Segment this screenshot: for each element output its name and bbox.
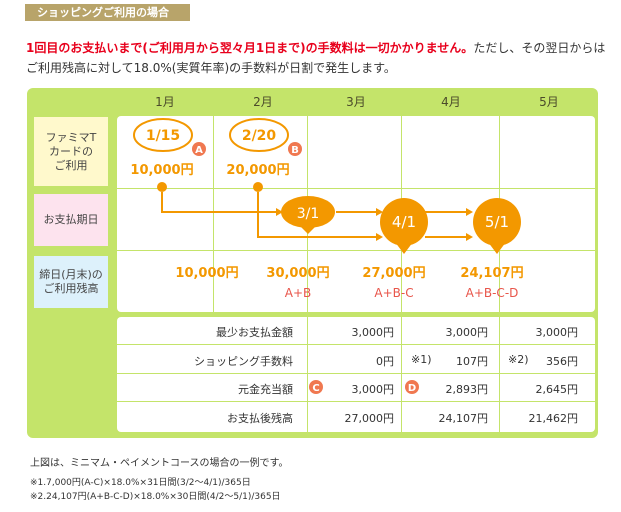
tag-badge-letter: B	[291, 145, 299, 156]
table-cell: 107円	[456, 355, 488, 368]
footnote-ref: ※1)	[411, 353, 432, 366]
table-row-label: お支払後残高	[227, 412, 293, 425]
payment-bubble	[380, 198, 428, 246]
row-label-usage: ファミマT カードの ご利用	[34, 117, 108, 186]
table-divider	[117, 373, 595, 374]
balance-amount: 10,000円	[175, 266, 238, 281]
table-cell: 356円	[546, 355, 578, 368]
row-label-balance: 締日(月末)の ご利用残高	[34, 256, 108, 308]
table-row-label: 最少お支払金額	[216, 326, 293, 339]
payment-date: 5/1	[485, 213, 509, 231]
balance-amount: 30,000円	[266, 266, 329, 281]
payment-bubble	[281, 196, 335, 228]
note-text: ※2.24,107円(A+B-C-D)×18.0%×30日間(4/2〜5/1)/…	[30, 492, 281, 502]
table-cell: 3,000円	[445, 326, 489, 339]
arrow-heads	[276, 208, 473, 241]
row-label-payment-date: お支払期日	[34, 194, 108, 246]
tag-badge	[288, 142, 302, 156]
grid-line	[117, 188, 595, 189]
table-divider	[401, 317, 402, 432]
table-cell: 27,000円	[344, 412, 395, 425]
month-label: 1月	[155, 95, 175, 109]
tag-badge-letter: D	[408, 383, 416, 394]
intro-highlight: 1回目のお支払いまで(ご利用月から翌々月1日まで)の手数料は一切かかりません。	[26, 41, 474, 55]
payment-date: 3/1	[297, 206, 320, 222]
table-cell: 3,000円	[535, 326, 579, 339]
table-cell: 3,000円	[351, 383, 395, 396]
usage-date: 1/15	[146, 128, 180, 144]
payment-table	[117, 317, 595, 432]
grid-line	[117, 250, 595, 251]
table-cell: 0円	[376, 355, 394, 368]
table-divider	[499, 317, 500, 432]
intro-text: 1回目のお支払いまで(ご利用月から翌々月1日まで)の手数料は一切かかりません。た…	[26, 38, 611, 78]
grid-line	[213, 116, 214, 312]
balance-amount: 24,107円	[460, 266, 523, 281]
tag-badge	[192, 142, 206, 156]
usage-amount: 10,000円	[130, 163, 193, 178]
table-row-label: 元金充当額	[238, 383, 293, 396]
month-label: 5月	[539, 95, 559, 109]
usage-dot	[157, 182, 167, 192]
table-cell: 2,893円	[445, 383, 489, 396]
usage-date: 2/20	[242, 128, 277, 144]
usage-dot	[253, 182, 263, 192]
usage-bubble	[133, 118, 193, 152]
intro-rest: ただし、その翌日からはご利用残高に対して18.0%(実質年率)の手数料が日割で発…	[26, 41, 606, 75]
balance-formula: A+B-C-D	[466, 286, 519, 300]
balance-amount: 27,000円	[362, 266, 425, 281]
month-label: 2月	[253, 95, 273, 109]
balance-formula: A+B-C	[374, 286, 413, 300]
table-divider	[117, 344, 595, 345]
tag-badge-letter: A	[195, 145, 203, 156]
tag-badge	[405, 380, 419, 394]
table-cell: 3,000円	[351, 326, 395, 339]
balance-formula: A+B	[285, 286, 312, 300]
note-text: ※1.7,000円(A-C)×18.0%×31日間(3/2〜4/1)/365日	[30, 478, 251, 488]
tag-badge-letter: C	[312, 383, 319, 394]
table-cell: 24,107円	[438, 412, 489, 425]
table-row-label: ショッピング手数料	[194, 355, 293, 368]
note-text: 上図は、ミニマム・ペイメントコースの場合の一例です。	[30, 458, 289, 469]
section-header: ショッピングご利用の場合	[25, 4, 190, 21]
tag-badge	[309, 380, 323, 394]
footnote-ref: ※2)	[508, 353, 529, 366]
table-cell: 21,462円	[528, 412, 579, 425]
table-divider	[117, 401, 595, 402]
month-label: 3月	[346, 95, 366, 109]
payment-date: 4/1	[392, 213, 416, 231]
usage-amount: 20,000円	[226, 163, 289, 178]
month-label: 4月	[441, 95, 461, 109]
flow-arrows	[161, 192, 466, 238]
table-divider	[307, 317, 308, 432]
payment-bubble	[473, 198, 521, 246]
table-cell: 2,645円	[535, 383, 579, 396]
usage-bubble	[229, 118, 289, 152]
